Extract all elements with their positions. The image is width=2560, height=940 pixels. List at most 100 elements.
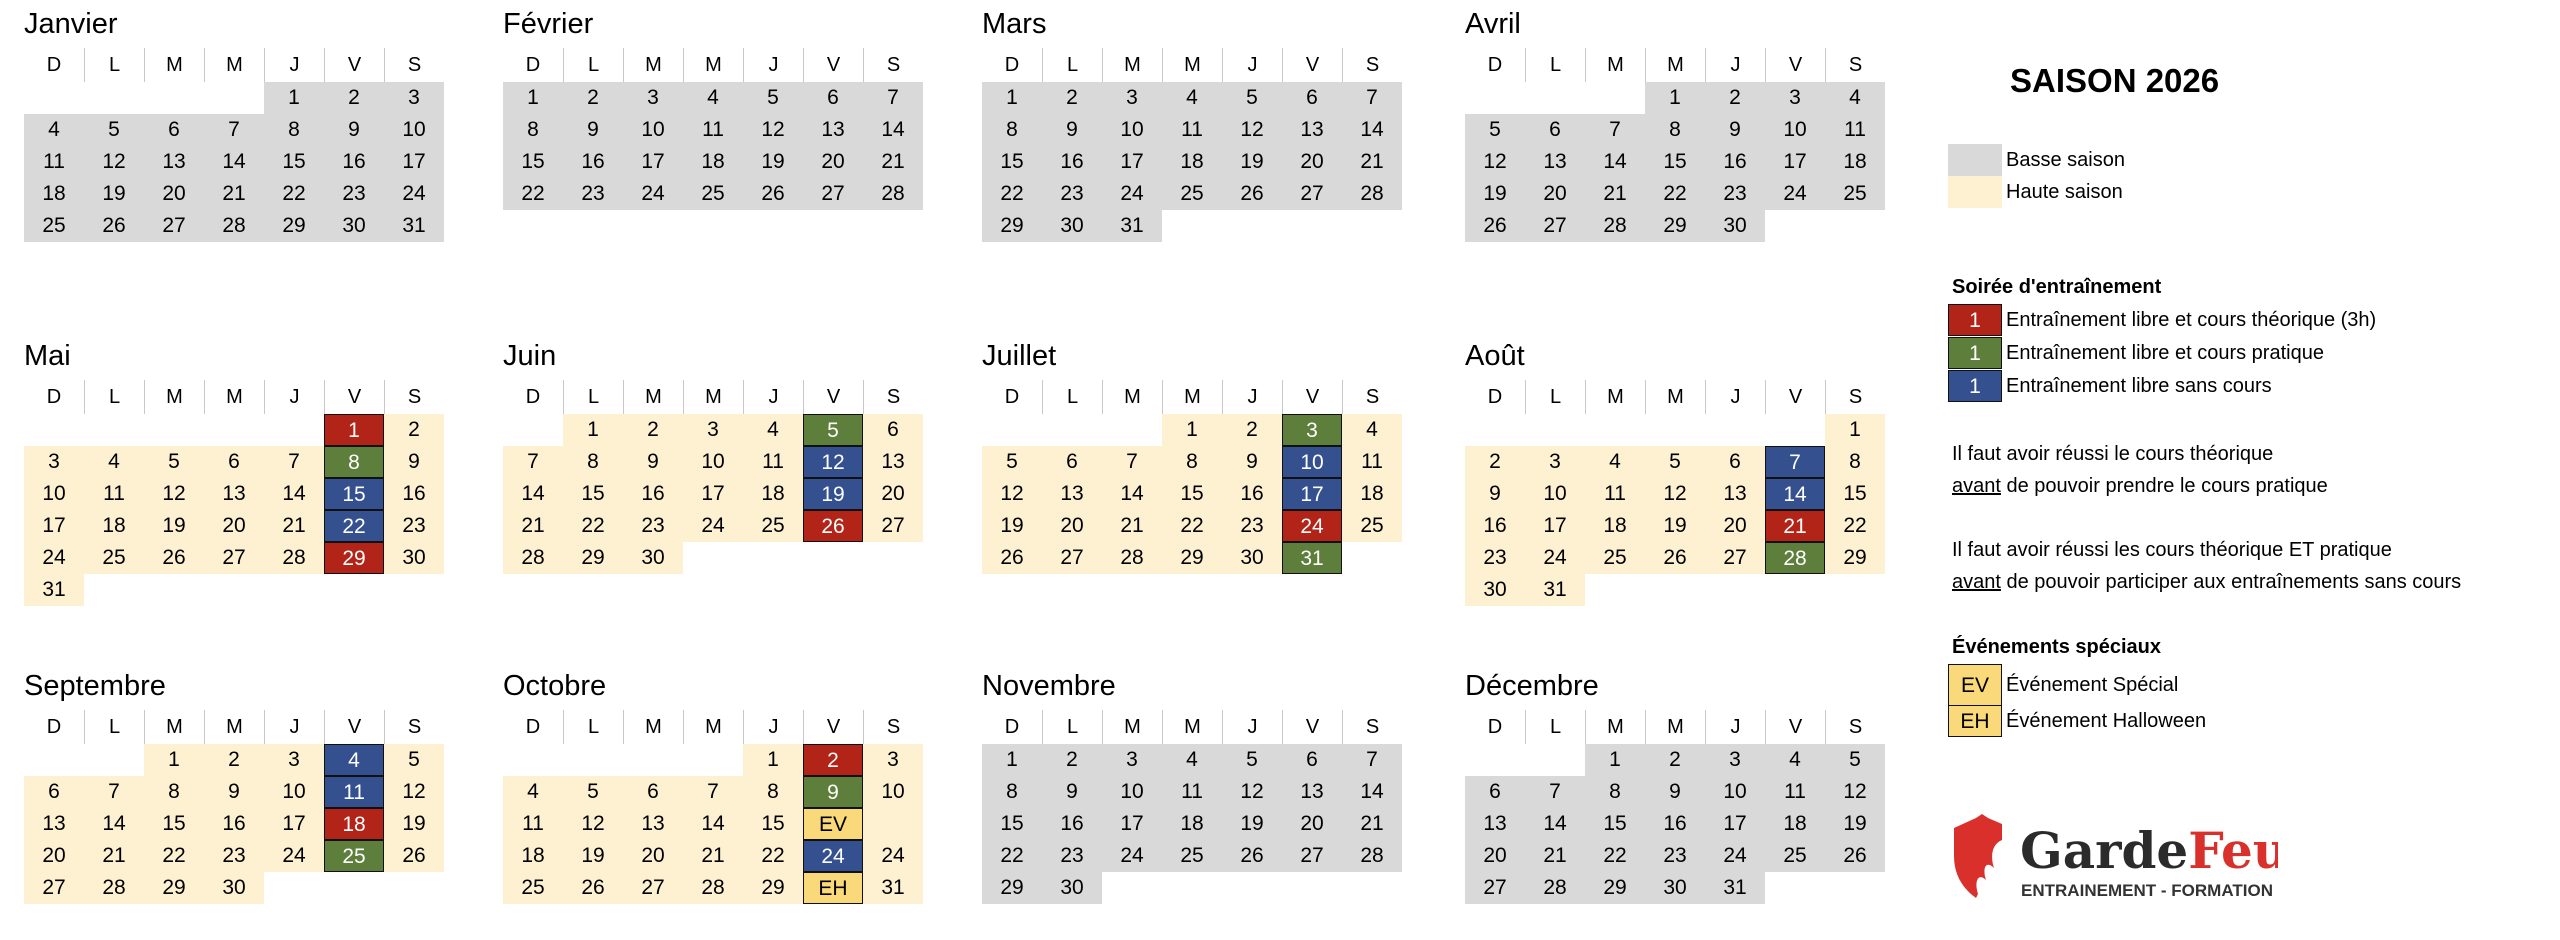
- weekday-label: M: [623, 380, 683, 414]
- day-cell: 31: [24, 574, 84, 606]
- day-cell: 24: [1102, 840, 1162, 872]
- day-cell: 27: [1525, 210, 1585, 242]
- day-cell: 17: [24, 510, 84, 542]
- day-cell: 15: [563, 478, 623, 510]
- day-cell: 9: [324, 114, 384, 146]
- day-cell: 30: [324, 210, 384, 242]
- day-cell: 18: [1765, 808, 1825, 840]
- day-cell: 20: [1525, 178, 1585, 210]
- day-cell: 17: [1102, 146, 1162, 178]
- day-cell: 8: [503, 114, 563, 146]
- day-cell: 26: [1222, 178, 1282, 210]
- day-cell: 24: [1705, 840, 1765, 872]
- day-cell: 26: [1222, 840, 1282, 872]
- day-cell: 24: [683, 510, 743, 542]
- day-cell: 30: [384, 542, 444, 574]
- weekday-label: L: [1042, 48, 1102, 82]
- weekday-label: L: [563, 380, 623, 414]
- weekday-label: S: [384, 48, 444, 82]
- ev-label: Événement Spécial: [2006, 673, 2179, 696]
- day-cell: 20: [1042, 510, 1102, 542]
- day-cell: 13: [803, 114, 863, 146]
- note-1-line-2: avant de pouvoir prendre le cours pratiq…: [1952, 470, 2328, 502]
- weekday-label: L: [84, 710, 144, 744]
- day-cell: 27: [863, 510, 923, 542]
- weekday-label: J: [264, 380, 324, 414]
- day-cell: 2: [204, 744, 264, 776]
- green-label: Entraînement libre et cours pratique: [2006, 341, 2324, 364]
- month-title: Mars: [982, 8, 1047, 40]
- month-title: Juin: [503, 340, 557, 372]
- haute-saison-swatch: [1948, 176, 2002, 208]
- day-cell: 6: [204, 446, 264, 478]
- weekday-label: L: [1525, 380, 1585, 414]
- day-cell: 16: [1042, 808, 1102, 840]
- day-cell: 30: [1705, 210, 1765, 242]
- day-cell: 10: [24, 478, 84, 510]
- day-cell: 5: [1465, 114, 1525, 146]
- day-cell: 9: [1222, 446, 1282, 478]
- day-cell: 21: [1585, 178, 1645, 210]
- day-cell: 16: [1465, 510, 1525, 542]
- day-cell: 16: [623, 478, 683, 510]
- day-cell: 10: [1705, 776, 1765, 808]
- day-cell: 26: [84, 210, 144, 242]
- day-cell-green: 5: [803, 414, 863, 446]
- basse-saison-swatch: [1948, 144, 2002, 176]
- day-cell: 20: [1282, 808, 1342, 840]
- day-cell: 29: [1825, 542, 1885, 574]
- day-cell: 6: [623, 776, 683, 808]
- day-cell: 11: [1342, 446, 1402, 478]
- day-cell: 12: [1222, 776, 1282, 808]
- blue-label: Entraînement libre sans cours: [2006, 374, 2272, 397]
- day-cell: 22: [144, 840, 204, 872]
- day-cell: 13: [144, 146, 204, 178]
- day-cell: 4: [743, 414, 803, 446]
- weekday-label: M: [623, 710, 683, 744]
- day-cell: 18: [24, 178, 84, 210]
- day-cell: 30: [204, 872, 264, 904]
- day-cell: 18: [1825, 146, 1885, 178]
- day-cell: 21: [1102, 510, 1162, 542]
- day-cell: 13: [863, 446, 923, 478]
- day-cell: 22: [264, 178, 324, 210]
- day-cell-red: 2: [803, 744, 863, 776]
- day-cell: 7: [84, 776, 144, 808]
- day-cell: 24: [1102, 178, 1162, 210]
- weekday-label: M: [144, 710, 204, 744]
- day-cell: 29: [982, 210, 1042, 242]
- day-cell-red: 1: [324, 414, 384, 446]
- day-cell: 12: [982, 478, 1042, 510]
- month-title: Juillet: [982, 340, 1057, 372]
- day-cell: 19: [144, 510, 204, 542]
- day-cell: 15: [144, 808, 204, 840]
- day-cell: 19: [982, 510, 1042, 542]
- day-cell: 27: [144, 210, 204, 242]
- note-1-emphasis: avant: [1952, 475, 2001, 497]
- gardefeu-logo: GardeFeu ENTRAINEMENT - FORMATION: [1948, 810, 2289, 910]
- weekday-label: M: [1102, 710, 1162, 744]
- day-cell: 4: [1585, 446, 1645, 478]
- day-cell: 14: [84, 808, 144, 840]
- weekday-label: V: [803, 48, 863, 82]
- day-cell: 1: [982, 744, 1042, 776]
- day-cell: 29: [563, 542, 623, 574]
- day-cell: 14: [1585, 146, 1645, 178]
- weekday-label: D: [525, 716, 541, 738]
- day-cell: 4: [1765, 744, 1825, 776]
- weekday-label: L: [563, 710, 623, 744]
- day-cell: 25: [683, 178, 743, 210]
- day-cell-blue: 10: [1282, 446, 1342, 478]
- day-cell: 28: [1585, 210, 1645, 242]
- day-cell: 12: [144, 478, 204, 510]
- month-title: Septembre: [24, 670, 166, 702]
- day-cell: 12: [1825, 776, 1885, 808]
- weekday-label: M: [1162, 380, 1222, 414]
- day-cell: 20: [863, 478, 923, 510]
- day-cell: 31: [1705, 872, 1765, 904]
- day-cell: 5: [1222, 744, 1282, 776]
- day-cell: 22: [743, 840, 803, 872]
- day-cell: 1: [264, 82, 324, 114]
